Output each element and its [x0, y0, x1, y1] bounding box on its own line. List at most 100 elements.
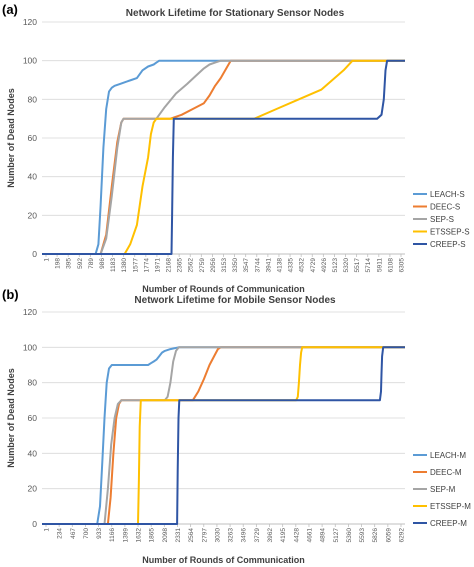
x-tick-label: 2562	[188, 258, 195, 273]
x-tick-label: 467	[70, 528, 77, 539]
x-tick-label: 1774	[143, 258, 150, 273]
series-line-leach-m	[42, 346, 405, 525]
x-tick-label: 1380	[121, 258, 128, 273]
x-tick-label: 2759	[199, 258, 206, 273]
x-tick-label: 4195	[280, 528, 287, 543]
series-line-leach-s	[42, 59, 405, 255]
x-tick-label: 6059	[385, 528, 392, 543]
x-tick-label: 4335	[288, 258, 295, 273]
x-tick-label: 2797	[201, 528, 208, 543]
x-tick-label: 3350	[232, 258, 239, 273]
x-tick-label: 3153	[221, 258, 228, 273]
series-line-sep-m	[42, 346, 405, 525]
x-tick-label: 1399	[122, 528, 129, 543]
chart-panel-b: (b) Network Lifetime for Mobile Sensor No…	[2, 287, 471, 565]
x-tick-label: 4532	[299, 258, 306, 273]
x-tick-label: 789	[88, 258, 95, 269]
x-tick-label: 933	[96, 528, 103, 539]
x-tick-label: 1	[44, 528, 51, 532]
chart-title: Network Lifetime for Stationary Sensor N…	[126, 8, 345, 19]
x-tick-label: 1166	[109, 528, 116, 542]
x-tick-label: 2564	[188, 528, 195, 543]
y-tick-label: 100	[23, 342, 37, 352]
y-tick-label: 20	[28, 484, 38, 494]
x-tick-label: 5360	[346, 528, 353, 543]
x-tick-label: 4661	[306, 528, 313, 543]
series-line-deec-s	[42, 59, 405, 255]
x-tick-label: 6292	[399, 528, 406, 543]
legend-label: SEP-S	[430, 215, 454, 224]
y-axis-title: Number of Dead Nodes	[6, 368, 16, 468]
y-axis-title: Number of Dead Nodes	[6, 88, 16, 188]
y-tick-label: 100	[23, 56, 37, 66]
x-tick-label: 2331	[175, 528, 182, 543]
legend-label: LEACH-S	[430, 190, 465, 199]
legend-label: SEP-M	[430, 485, 456, 494]
y-tick-label: 0	[32, 519, 37, 529]
series-line-creep-s	[42, 59, 405, 255]
x-tick-label: 198	[55, 258, 62, 269]
series-line-etssep-m	[42, 346, 405, 525]
x-tick-label: 1183	[110, 258, 117, 272]
x-tick-label: 234	[57, 528, 64, 539]
x-tick-label: 5714	[365, 258, 372, 273]
y-tick-label: 120	[23, 307, 37, 317]
series-line-sep-s	[42, 59, 405, 255]
y-tick-label: 20	[28, 210, 38, 220]
x-tick-label: 3547	[243, 258, 250, 273]
x-tick-label: 5826	[372, 528, 379, 543]
legend-label: DEEC-S	[430, 203, 460, 212]
y-tick-label: 40	[28, 448, 38, 458]
series-line-deec-m	[42, 346, 405, 525]
x-tick-label: 1	[44, 258, 51, 262]
x-tick-label: 2365	[177, 258, 184, 273]
x-tick-label: 3496	[241, 528, 248, 543]
x-tick-label: 2098	[162, 528, 169, 543]
y-tick-label: 80	[28, 378, 38, 388]
y-tick-label: 40	[28, 172, 38, 182]
x-tick-label: 3962	[267, 528, 274, 543]
x-tick-label: 6305	[399, 258, 406, 273]
x-tick-label: 3263	[228, 528, 235, 543]
x-axis-title: Number of Rounds of Communication	[142, 555, 305, 565]
y-tick-label: 120	[23, 17, 37, 27]
panel-label: (b)	[2, 287, 19, 302]
x-axis-title: Number of Rounds of Communication	[142, 284, 305, 294]
x-tick-label: 3744	[254, 258, 261, 273]
x-tick-label: 5127	[333, 528, 340, 543]
x-tick-label: 4428	[293, 528, 300, 543]
y-tick-label: 0	[32, 249, 37, 259]
x-tick-label: 6108	[387, 258, 394, 273]
legend-label: CREEP-S	[430, 240, 466, 249]
x-tick-label: 2956	[210, 258, 217, 273]
legend-label: CREEP-M	[430, 519, 467, 528]
x-tick-label: 700	[83, 528, 90, 539]
x-tick-label: 3941	[265, 258, 272, 273]
x-tick-label: 395	[66, 258, 73, 269]
x-tick-label: 5911	[376, 258, 383, 272]
legend-label: ETSSEP-M	[430, 502, 471, 511]
y-tick-label: 60	[28, 133, 38, 143]
x-tick-label: 1971	[154, 258, 161, 273]
x-tick-label: 1577	[132, 258, 139, 273]
legend-label: ETSSEP-S	[430, 228, 470, 237]
x-tick-label: 4926	[321, 258, 328, 273]
x-tick-label: 5593	[359, 528, 366, 543]
x-tick-label: 5517	[354, 258, 361, 273]
y-tick-label: 80	[28, 94, 38, 104]
y-tick-label: 60	[28, 413, 38, 423]
legend-label: DEEC-M	[430, 468, 462, 477]
x-tick-label: 4729	[310, 258, 317, 273]
panel-label: (a)	[2, 2, 18, 17]
x-tick-label: 5123	[332, 258, 339, 273]
series-line-etssep-s	[42, 59, 405, 255]
x-tick-label: 5320	[343, 258, 350, 273]
x-tick-label: 3030	[214, 528, 221, 543]
series-line-creep-m	[42, 346, 405, 525]
x-tick-label: 4138	[276, 258, 283, 273]
x-tick-label: 592	[77, 258, 84, 269]
x-tick-label: 4894	[320, 528, 327, 543]
x-tick-label: 2168	[166, 258, 173, 273]
x-tick-label: 3729	[254, 528, 261, 543]
